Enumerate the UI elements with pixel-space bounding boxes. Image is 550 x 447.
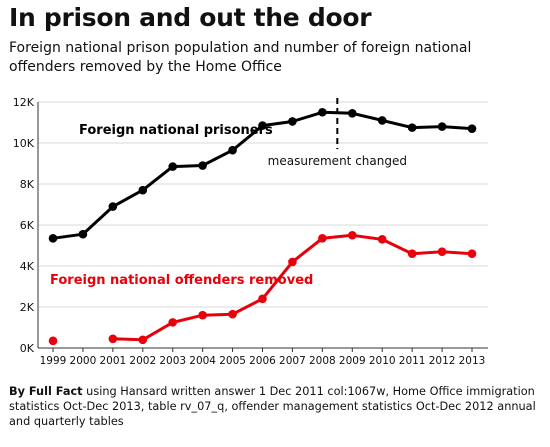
series-group bbox=[48, 107, 477, 346]
chart-subtitle: Foreign national prison population and n… bbox=[9, 40, 472, 75]
data-point bbox=[377, 116, 387, 125]
data-point bbox=[48, 234, 58, 243]
annotation-label: measurement changed bbox=[268, 154, 407, 168]
x-tick-label: 2001 bbox=[99, 355, 126, 367]
data-point bbox=[198, 310, 207, 320]
y-tick-label: 12K bbox=[13, 96, 35, 109]
x-tick-label: 2005 bbox=[219, 355, 246, 367]
data-point bbox=[258, 294, 267, 304]
grid bbox=[38, 101, 488, 308]
x-tick-label: 2009 bbox=[339, 355, 366, 367]
y-tick-label: 0K bbox=[20, 342, 35, 355]
data-point bbox=[407, 249, 417, 258]
x-tick-label: 2010 bbox=[369, 355, 396, 367]
data-point bbox=[318, 234, 327, 243]
source-lead: By Full Fact bbox=[9, 385, 83, 398]
data-point bbox=[288, 117, 297, 126]
x-tick-label: 2000 bbox=[70, 355, 97, 367]
x-tick-label: 2008 bbox=[309, 355, 336, 367]
data-point bbox=[437, 247, 447, 256]
annotation: measurement changed bbox=[268, 98, 407, 168]
data-point bbox=[168, 162, 178, 171]
x-tick-label: 2007 bbox=[279, 355, 306, 367]
x-tick-label: 2004 bbox=[189, 355, 216, 367]
x-tick-label: 1999 bbox=[40, 355, 67, 367]
series-label-removed: Foreign national offenders removed bbox=[50, 273, 313, 288]
data-point bbox=[108, 202, 118, 211]
data-point bbox=[198, 161, 207, 170]
data-point bbox=[467, 124, 477, 133]
y-tick-label: 4K bbox=[20, 260, 35, 273]
chart-title: In prison and out the door bbox=[9, 3, 372, 32]
source-note: By Full Fact using Hansard written answe… bbox=[9, 384, 544, 429]
data-point bbox=[138, 335, 148, 345]
data-point bbox=[288, 257, 297, 267]
x-tick-label: 2011 bbox=[399, 355, 426, 367]
data-point bbox=[407, 123, 417, 132]
x-tick-label: 2003 bbox=[159, 355, 186, 367]
x-tick-label: 2012 bbox=[429, 355, 456, 367]
x-tick-label: 2006 bbox=[249, 355, 276, 367]
data-point bbox=[78, 229, 88, 239]
y-tick-label: 2K bbox=[20, 301, 35, 314]
line-chart: 0K 2K 4K 6K 8K 10K 12K 1999 2000 2001 2002 2003 2004… bbox=[13, 96, 488, 367]
series-labels: Foreign national prisoners Foreign nation… bbox=[50, 123, 313, 288]
data-point bbox=[138, 185, 148, 195]
data-point bbox=[467, 249, 477, 258]
data-point bbox=[48, 336, 58, 346]
data-point bbox=[258, 121, 267, 130]
y-tick-label: 8K bbox=[20, 178, 35, 191]
data-point bbox=[437, 122, 447, 131]
data-point bbox=[318, 107, 327, 117]
source-text: using Hansard written answer 1 Dec 2011 … bbox=[9, 385, 536, 428]
data-point bbox=[347, 230, 357, 240]
data-point bbox=[228, 309, 237, 319]
x-tick-label: 2002 bbox=[129, 355, 156, 367]
x-tick-label: 2013 bbox=[459, 355, 486, 367]
y-tick-label: 6K bbox=[20, 219, 35, 232]
axes: 0K 2K 4K 6K 8K 10K 12K 1999 2000 2001 2002 2003 2004… bbox=[13, 96, 488, 367]
data-point bbox=[347, 108, 357, 118]
data-point bbox=[108, 334, 118, 344]
y-tick-label: 10K bbox=[13, 137, 35, 150]
data-point bbox=[228, 145, 237, 155]
data-point bbox=[168, 318, 178, 327]
series-label-prisoners: Foreign national prisoners bbox=[79, 123, 273, 138]
data-point bbox=[377, 235, 387, 244]
